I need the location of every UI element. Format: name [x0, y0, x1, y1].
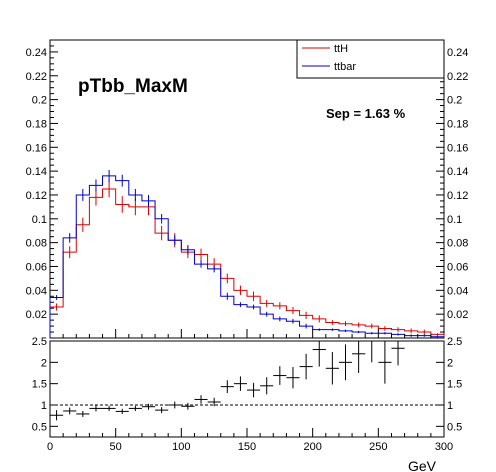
main-y-tick-label-left: 0.22: [26, 71, 47, 83]
main-y-tick-label-right: 0.2: [447, 95, 462, 107]
main-y-tick-label-left: 0.06: [26, 261, 47, 273]
x-tick-label: 100: [172, 441, 190, 453]
x-tick-label: 150: [238, 441, 256, 453]
main-y-tick-label-left: 0.04: [26, 285, 47, 297]
x-tick-label: 200: [303, 441, 321, 453]
ratio-y-tick-label-right: 2.5: [447, 336, 462, 348]
ratio-ticks: 0.5 0.5 1 1 1.5 1.5 2 2 2.5 2.5 0 50 100 150 200 250 300: [32, 334, 462, 453]
main-y-tick-label-right: 0.04: [447, 285, 468, 297]
main-y-tick-label-left: 0.1: [32, 214, 47, 226]
main-y-tick-label-left: 0.12: [26, 190, 47, 202]
legend-label-ttbar: ttbar: [334, 61, 356, 73]
main-y-tick-label-right: 0.14: [447, 166, 468, 178]
legend-label-tth: ttH: [334, 43, 348, 55]
main-y-tick-label-right: 0.12: [447, 190, 468, 202]
legend: ttH ttbar: [296, 39, 445, 79]
ratio-content: [50, 340, 444, 421]
main-y-tick-label-right: 0.06: [447, 261, 468, 273]
chart-title: pTbb_MaxM: [78, 76, 188, 97]
histogram-tth: [49, 188, 445, 338]
main-y-tick-label-left: 0.08: [26, 238, 47, 250]
main-y-tick-label-right: 0.18: [447, 118, 468, 130]
ratio-y-tick-label-left: 2.5: [32, 336, 47, 348]
main-y-tick-label-left: 0.18: [26, 118, 47, 130]
main-y-tick-label-right: 0.22: [447, 71, 468, 83]
ratio-y-tick-label-right: 2: [447, 357, 453, 369]
x-axis-title: GeV: [408, 458, 437, 472]
ratio-y-tick-label-left: 1.5: [32, 379, 47, 391]
ratio-y-tick-label-left: 1: [41, 400, 47, 412]
main-y-tick-label-left: 0.2: [32, 95, 47, 107]
x-tick-label: 250: [369, 441, 387, 453]
main-y-tick-label-left: 0.24: [26, 47, 47, 59]
main-y-tick-label-right: 0.24: [447, 47, 468, 59]
histogram-ttbar: [49, 175, 445, 338]
ratio-y-tick-label-right: 1: [447, 400, 453, 412]
separation-annotation: Sep = 1.63 %: [326, 106, 406, 121]
main-y-tick-label-left: 0.16: [26, 142, 47, 154]
main-y-tick-label-right: 0.08: [447, 238, 468, 250]
ratio-y-tick-label-left: 2: [41, 357, 47, 369]
x-tick-label: 50: [110, 441, 122, 453]
ratio-y-tick-label-left: 0.5: [32, 421, 47, 433]
x-tick-label: 0: [47, 441, 53, 453]
legend-box: [296, 39, 445, 79]
main-y-tick-label-right: 0.02: [447, 309, 468, 321]
ratio-y-tick-label-right: 1.5: [447, 379, 462, 391]
ratio-y-tick-label-right: 0.5: [447, 421, 462, 433]
main-y-tick-label-right: 0.1: [447, 214, 462, 226]
main-histograms: [49, 169, 445, 338]
x-tick-label: 300: [435, 441, 453, 453]
main-y-tick-label-right: 0.16: [447, 142, 468, 154]
main-y-tick-label-left: 0.02: [26, 309, 47, 321]
main-y-tick-label-left: 0.14: [26, 166, 47, 178]
